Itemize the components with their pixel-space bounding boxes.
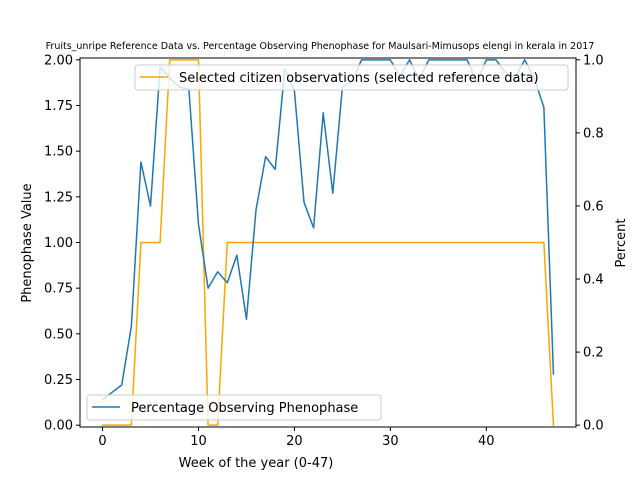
x-tick-label: 0 (98, 434, 106, 449)
y-right-tick-label: 0.8 (583, 126, 604, 141)
y-left-tick-label: 0.50 (44, 327, 73, 342)
y-left-axis-label: Phenophase Value (20, 183, 35, 302)
legend-percentage-box (86, 394, 382, 421)
x-tick-label: 30 (382, 434, 399, 449)
y-right-tick-label: 0.0 (583, 419, 604, 434)
x-tick-label: 20 (286, 434, 303, 449)
legend-reference: Selected citizen observations (selected … (134, 64, 569, 91)
y-left-tick-label: 0.00 (44, 419, 73, 434)
y-right-tick-label: 1.0 (583, 53, 604, 68)
x-tick-label: 40 (478, 434, 495, 449)
y-right-tick-label: 0.2 (583, 346, 604, 361)
y-left-tick-label: 0.75 (44, 282, 73, 297)
plot-area (101, 59, 555, 426)
y-left-tick-label: 0.25 (44, 373, 73, 388)
y-left-tick-label: 1.00 (44, 236, 73, 251)
y-left-tick-label: 1.50 (44, 145, 73, 160)
legend-reference-box (134, 64, 569, 91)
y-right-tick-label: 0.4 (583, 273, 604, 288)
y-left-tick-label: 1.25 (44, 190, 73, 205)
x-tick-label: 10 (190, 434, 207, 449)
legend-percentage-label: Percentage Observing Phenophase (131, 401, 358, 416)
y-left-tick-label: 1.75 (44, 99, 73, 114)
y-right-tick-label: 0.6 (583, 199, 604, 214)
series-line-percentage (101, 59, 555, 401)
chart-title: Fruits_unripe Reference Data vs. Percent… (46, 41, 595, 52)
y-right-axis-label: Percent (614, 219, 629, 268)
legend-reference-label: Selected citizen observations (selected … (179, 71, 539, 86)
x-axis-label: Week of the year (0-47) (179, 456, 334, 471)
y-left-tick-label: 2.00 (44, 53, 73, 68)
legend-percentage: Percentage Observing Phenophase (86, 394, 382, 421)
axes: 0 10 20 30 40 0.00 0.25 0.50 0.75 1.00 1.25 1.50 1.7… (44, 53, 604, 449)
series-line-reference (101, 59, 555, 426)
